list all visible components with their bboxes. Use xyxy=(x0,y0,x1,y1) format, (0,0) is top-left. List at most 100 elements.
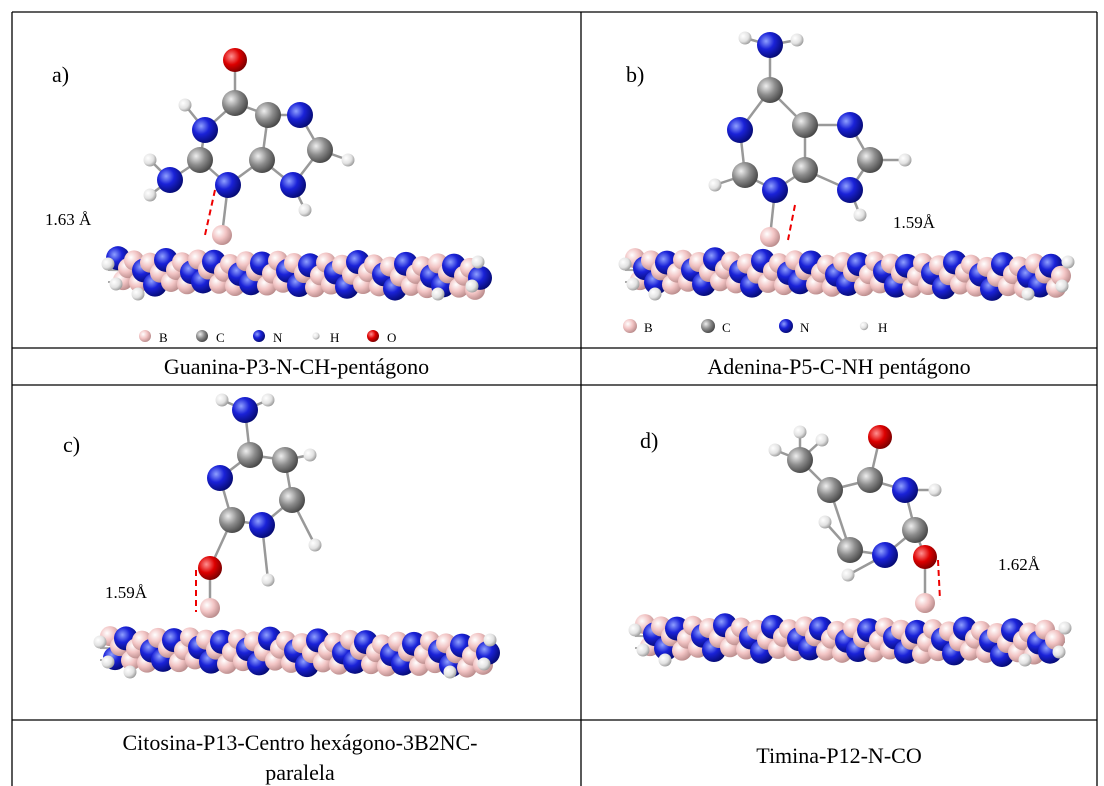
atom xyxy=(431,287,445,301)
atom xyxy=(101,655,115,669)
interaction-line xyxy=(787,204,796,241)
sheet xyxy=(628,613,1072,668)
atom xyxy=(757,32,783,58)
atom xyxy=(913,545,937,569)
panel-label: a) xyxy=(52,62,70,87)
legend-icon xyxy=(139,330,151,342)
atom xyxy=(303,448,317,462)
atom xyxy=(287,102,313,128)
atom xyxy=(249,147,275,173)
atom xyxy=(307,137,333,163)
atom xyxy=(1045,629,1065,650)
panel-label: c) xyxy=(63,432,81,457)
atom xyxy=(902,517,928,543)
legend-icon xyxy=(859,321,869,331)
sheet xyxy=(618,247,1075,301)
atom xyxy=(732,162,758,188)
atom xyxy=(872,542,898,568)
atom xyxy=(915,593,935,613)
distance-label: 1.63 Å xyxy=(45,210,92,229)
atom xyxy=(101,257,115,271)
atom xyxy=(757,77,783,103)
distance-label: 1.59Å xyxy=(893,213,936,232)
legend-icon xyxy=(253,330,265,342)
caption: Timina-P12-N-CO xyxy=(756,743,922,768)
atom xyxy=(223,48,247,72)
atom xyxy=(658,653,672,667)
legend-label: C xyxy=(722,320,731,335)
atom xyxy=(708,178,722,192)
atom xyxy=(215,172,241,198)
atom xyxy=(837,112,863,138)
legend-label: B xyxy=(644,320,653,335)
atom xyxy=(222,90,248,116)
atom xyxy=(857,147,883,173)
atom xyxy=(1018,653,1032,667)
atom xyxy=(465,279,479,293)
panel-label: b) xyxy=(626,62,645,87)
atom xyxy=(471,255,485,269)
legend-icon xyxy=(623,319,637,333)
atom xyxy=(200,598,220,618)
atom xyxy=(237,442,263,468)
atom xyxy=(1051,265,1071,286)
atom xyxy=(123,665,137,679)
atom xyxy=(483,633,497,647)
distance-label: 1.59Å xyxy=(105,583,148,602)
legend-icon xyxy=(367,330,379,342)
atom xyxy=(853,208,867,222)
atom xyxy=(109,277,123,291)
interaction-line xyxy=(204,189,216,236)
atom xyxy=(618,257,632,271)
atom xyxy=(727,117,753,143)
atom xyxy=(249,512,275,538)
sheet xyxy=(101,246,492,301)
atom xyxy=(762,177,788,203)
atom xyxy=(308,538,322,552)
caption: Adenina-P5-C-NH pentágono xyxy=(707,354,971,379)
atom xyxy=(131,287,145,301)
legend-icon xyxy=(196,330,208,342)
caption: Guanina-P3-N-CH-pentágono xyxy=(163,354,430,379)
legend-label: O xyxy=(387,330,397,345)
atom xyxy=(868,425,892,449)
atom xyxy=(157,167,183,193)
atom xyxy=(898,153,912,167)
legend-label: C xyxy=(216,330,225,345)
legend-icon xyxy=(779,319,793,333)
atom xyxy=(207,465,233,491)
atom xyxy=(272,447,298,473)
legend-label: B xyxy=(159,330,168,345)
atom xyxy=(636,643,650,657)
atom xyxy=(793,425,807,439)
atom xyxy=(143,188,157,202)
atom xyxy=(215,393,229,407)
atom xyxy=(857,467,883,493)
atom xyxy=(815,433,829,447)
atom xyxy=(198,556,222,580)
atom xyxy=(626,277,640,291)
atom xyxy=(93,635,107,649)
atom xyxy=(279,487,305,513)
legend-label: H xyxy=(330,330,340,345)
atom xyxy=(648,287,662,301)
atom xyxy=(841,568,855,582)
atom xyxy=(928,483,942,497)
atom xyxy=(187,147,213,173)
atom xyxy=(837,177,863,203)
caption: Citosina-P13-Centro hexágono-3B2NC-paral… xyxy=(122,730,478,785)
atom xyxy=(443,665,457,679)
atom xyxy=(628,623,642,637)
atom xyxy=(212,225,232,245)
atom xyxy=(792,157,818,183)
atom xyxy=(817,477,843,503)
atom xyxy=(219,507,245,533)
table-lines xyxy=(11,11,1098,786)
atom xyxy=(792,112,818,138)
interaction-line xyxy=(937,559,941,601)
atom xyxy=(790,33,804,47)
panel-label: d) xyxy=(640,428,659,453)
atom xyxy=(298,203,312,217)
atom xyxy=(477,657,491,671)
